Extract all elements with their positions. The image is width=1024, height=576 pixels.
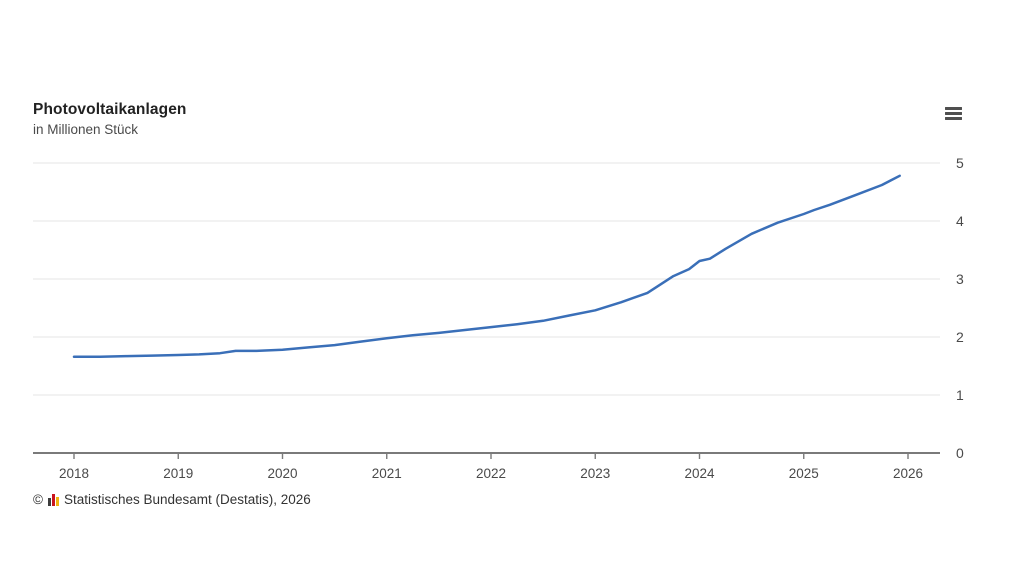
series-line	[72, 174, 901, 358]
x-tick-label: 2024	[684, 466, 715, 481]
source-text: Statistisches Bundesamt (Destatis), 2026	[63, 492, 311, 507]
x-tick-label: 2021	[372, 466, 402, 481]
copyright-symbol: ©	[33, 492, 43, 507]
y-tick-label: 3	[956, 271, 964, 287]
x-tick-label: 2018	[59, 466, 89, 481]
chart-menu-button[interactable]	[942, 103, 966, 123]
x-tick-label: 2026	[893, 466, 923, 481]
chart-title: Photovoltaikanlagen	[33, 101, 187, 118]
x-tick-label: 2022	[476, 466, 506, 481]
y-tick-label: 4	[956, 213, 964, 229]
source-footer: © Statistisches Bundesamt (Destatis), 20…	[33, 492, 311, 507]
y-tick-label: 0	[956, 445, 964, 461]
y-tick-label: 1	[956, 387, 964, 403]
destatis-bar-chart-icon	[47, 493, 59, 506]
x-tick-label: 2020	[267, 466, 297, 481]
x-tick-label: 2023	[580, 466, 610, 481]
y-tick-label: 2	[956, 329, 964, 345]
x-tick-label: 2019	[163, 466, 193, 481]
chart-subtitle: in Millionen Stück	[33, 122, 139, 137]
x-tick-label: 2025	[789, 466, 819, 481]
y-tick-label: 5	[956, 155, 964, 171]
hamburger-icon	[945, 106, 963, 120]
